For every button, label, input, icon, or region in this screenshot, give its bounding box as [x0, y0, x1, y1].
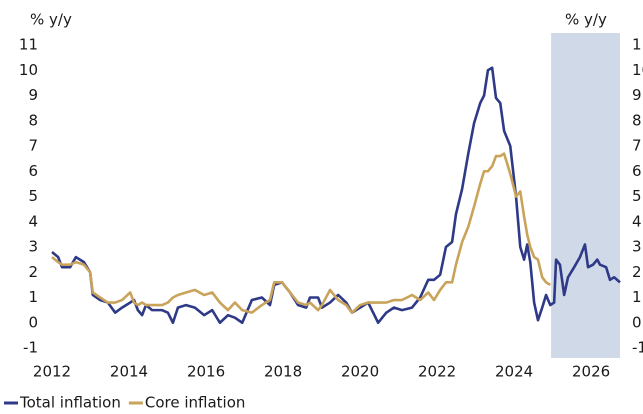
- y-tick-label: 6: [28, 162, 38, 180]
- y2-tick-label: -1: [632, 339, 643, 357]
- legend-label: Core inflation: [145, 394, 246, 412]
- y-tick-label: 11: [19, 36, 38, 54]
- y-tick-label: 3: [28, 238, 38, 256]
- y-tick-label: 2: [28, 263, 38, 281]
- x-tick-label: 2020: [341, 363, 379, 381]
- legend: Total inflation Core inflation: [4, 394, 245, 412]
- y2-tick-label: 6: [632, 162, 642, 180]
- y2-tick-label: 11: [632, 36, 643, 54]
- y2-tick-label: 10: [632, 61, 643, 79]
- x-tick-label: 2026: [572, 363, 610, 381]
- y-tick-label: 7: [28, 137, 38, 155]
- series-line: [51, 66, 621, 325]
- y-tick-label: 8: [28, 111, 38, 129]
- x-tick-label: 2024: [495, 363, 533, 381]
- y2-tick-label: 8: [632, 111, 642, 129]
- x-tick-label: 2014: [110, 363, 148, 381]
- x-tick-label: 2016: [187, 363, 225, 381]
- y2-tick-label: 3: [632, 238, 642, 256]
- y-tick-label: 10: [19, 61, 38, 79]
- y2-axis-label: % y/y: [565, 11, 607, 29]
- forecast-shading: [551, 33, 620, 358]
- legend-label: Total inflation: [19, 394, 121, 412]
- y-tick-label: 1: [28, 288, 38, 306]
- y2-tick-label: 0: [632, 313, 642, 331]
- y-tick-label: 0: [28, 313, 38, 331]
- y2-tick-label: 4: [632, 212, 642, 230]
- y2-tick-label: 1: [632, 288, 642, 306]
- y-tick-label: 4: [28, 212, 38, 230]
- y-axis-label: % y/y: [30, 11, 72, 29]
- x-tick-label: 2018: [264, 363, 302, 381]
- x-tick-label: 2012: [33, 363, 71, 381]
- y2-tick-label: 7: [632, 137, 642, 155]
- y-tick-label: 9: [28, 86, 38, 104]
- y-tick-label: -1: [23, 339, 38, 357]
- x-tick-label: 2022: [418, 363, 456, 381]
- y2-tick-label: 2: [632, 263, 642, 281]
- y-tick-label: 5: [28, 187, 38, 205]
- y2-tick-label: 9: [632, 86, 642, 104]
- y2-tick-label: 5: [632, 187, 642, 205]
- series-line: [51, 152, 551, 314]
